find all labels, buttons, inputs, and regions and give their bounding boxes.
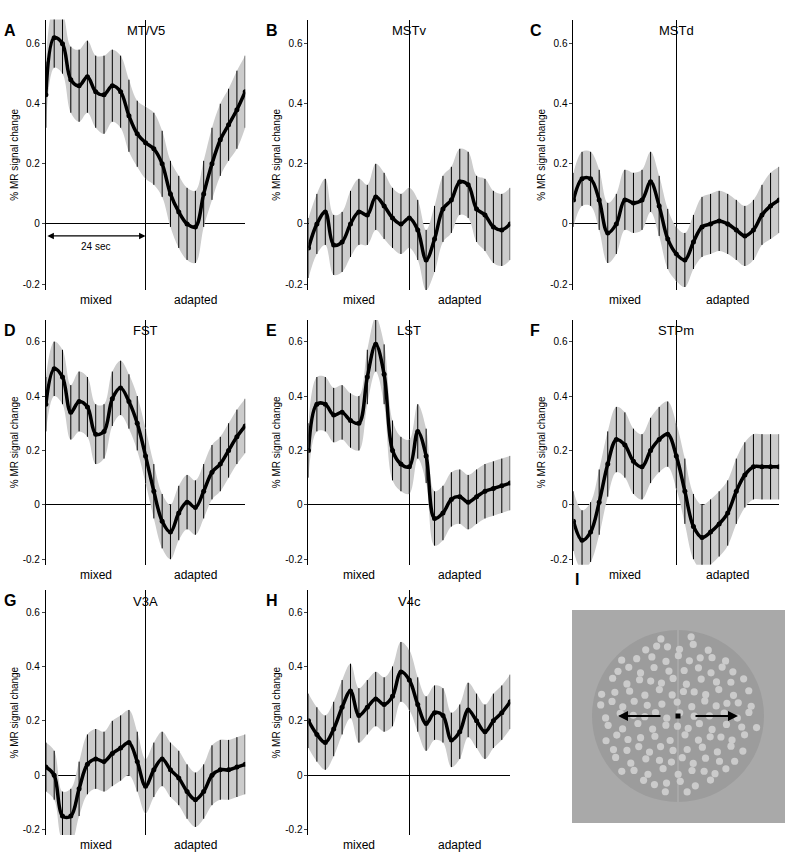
svg-text:0.2: 0.2 bbox=[26, 715, 40, 726]
svg-text:% MR signal change: % MR signal change bbox=[271, 666, 282, 758]
svg-text:mixed: mixed bbox=[80, 568, 112, 582]
svg-text:FST: FST bbox=[133, 323, 158, 338]
svg-text:mixed: mixed bbox=[80, 293, 112, 307]
svg-text:0.6: 0.6 bbox=[289, 607, 303, 618]
svg-text:0: 0 bbox=[297, 218, 303, 229]
svg-text:% MR signal change: % MR signal change bbox=[536, 396, 547, 488]
svg-text:-0.2: -0.2 bbox=[23, 824, 41, 835]
svg-text:-0.2: -0.2 bbox=[550, 279, 568, 290]
svg-text:% MR signal change: % MR signal change bbox=[271, 109, 282, 201]
svg-text:0.2: 0.2 bbox=[554, 445, 568, 456]
svg-text:0.2: 0.2 bbox=[554, 158, 568, 169]
svg-text:adapted: adapted bbox=[174, 838, 217, 852]
svg-text:adapted: adapted bbox=[438, 568, 481, 582]
svg-text:0.4: 0.4 bbox=[289, 98, 303, 109]
svg-text:0: 0 bbox=[34, 499, 40, 510]
svg-text:mixed: mixed bbox=[80, 838, 112, 852]
svg-text:% MR signal change: % MR signal change bbox=[271, 396, 282, 488]
svg-text:0.6: 0.6 bbox=[554, 336, 568, 347]
svg-text:-0.2: -0.2 bbox=[550, 554, 568, 565]
svg-text:0.4: 0.4 bbox=[289, 391, 303, 402]
svg-text:LST: LST bbox=[397, 323, 421, 338]
svg-text:STPm: STPm bbox=[658, 323, 694, 338]
svg-text:-0.2: -0.2 bbox=[23, 279, 41, 290]
svg-text:H: H bbox=[266, 592, 278, 609]
svg-text:-0.2: -0.2 bbox=[285, 824, 303, 835]
svg-text:mixed: mixed bbox=[343, 293, 375, 307]
svg-text:% MR signal change: % MR signal change bbox=[9, 109, 20, 201]
svg-text:0.2: 0.2 bbox=[26, 445, 40, 456]
svg-text:0: 0 bbox=[297, 770, 303, 781]
svg-text:0.6: 0.6 bbox=[26, 607, 40, 618]
svg-text:0: 0 bbox=[562, 218, 568, 229]
svg-text:0.2: 0.2 bbox=[26, 158, 40, 169]
svg-text:C: C bbox=[530, 22, 542, 39]
svg-text:MSTv: MSTv bbox=[392, 23, 426, 38]
svg-text:mixed: mixed bbox=[609, 568, 641, 582]
svg-text:V4c: V4c bbox=[398, 594, 421, 609]
svg-text:% MR signal change: % MR signal change bbox=[9, 666, 20, 758]
svg-text:A: A bbox=[4, 22, 16, 39]
svg-text:0: 0 bbox=[34, 770, 40, 781]
svg-text:0.6: 0.6 bbox=[26, 38, 40, 49]
svg-text:0.6: 0.6 bbox=[26, 336, 40, 347]
svg-text:mixed: mixed bbox=[343, 838, 375, 852]
svg-text:V3A: V3A bbox=[133, 594, 158, 609]
svg-text:0: 0 bbox=[562, 499, 568, 510]
svg-text:0.2: 0.2 bbox=[289, 158, 303, 169]
svg-text:mixed: mixed bbox=[343, 568, 375, 582]
svg-text:mixed: mixed bbox=[609, 293, 641, 307]
svg-text:D: D bbox=[4, 322, 16, 339]
svg-text:-0.2: -0.2 bbox=[285, 279, 303, 290]
svg-text:0.4: 0.4 bbox=[554, 391, 568, 402]
svg-text:0: 0 bbox=[34, 218, 40, 229]
svg-text:0.4: 0.4 bbox=[26, 391, 40, 402]
svg-text:0.4: 0.4 bbox=[26, 98, 40, 109]
svg-text:I: I bbox=[575, 571, 579, 588]
svg-text:adapted: adapted bbox=[706, 568, 749, 582]
svg-text:F: F bbox=[530, 322, 540, 339]
svg-text:0.4: 0.4 bbox=[554, 98, 568, 109]
svg-text:0.4: 0.4 bbox=[26, 661, 40, 672]
svg-text:MT/V5: MT/V5 bbox=[127, 23, 165, 38]
svg-text:0.6: 0.6 bbox=[289, 336, 303, 347]
svg-text:% MR signal change: % MR signal change bbox=[536, 109, 547, 201]
svg-text:0.2: 0.2 bbox=[289, 715, 303, 726]
svg-text:0.6: 0.6 bbox=[289, 38, 303, 49]
svg-text:-0.2: -0.2 bbox=[23, 554, 41, 565]
svg-text:MSTd: MSTd bbox=[659, 23, 694, 38]
svg-text:adapted: adapted bbox=[174, 568, 217, 582]
svg-text:adapted: adapted bbox=[438, 838, 481, 852]
svg-text:adapted: adapted bbox=[438, 293, 481, 307]
svg-text:adapted: adapted bbox=[174, 293, 217, 307]
svg-text:0.4: 0.4 bbox=[289, 661, 303, 672]
svg-text:0.2: 0.2 bbox=[289, 445, 303, 456]
svg-text:G: G bbox=[4, 592, 16, 609]
svg-text:-0.2: -0.2 bbox=[285, 554, 303, 565]
svg-text:E: E bbox=[266, 322, 277, 339]
svg-text:adapted: adapted bbox=[706, 293, 749, 307]
svg-text:24 sec: 24 sec bbox=[81, 241, 110, 252]
svg-text:B: B bbox=[266, 22, 278, 39]
svg-text:0: 0 bbox=[297, 499, 303, 510]
svg-text:0.6: 0.6 bbox=[554, 38, 568, 49]
svg-text:% MR signal change: % MR signal change bbox=[9, 396, 20, 488]
